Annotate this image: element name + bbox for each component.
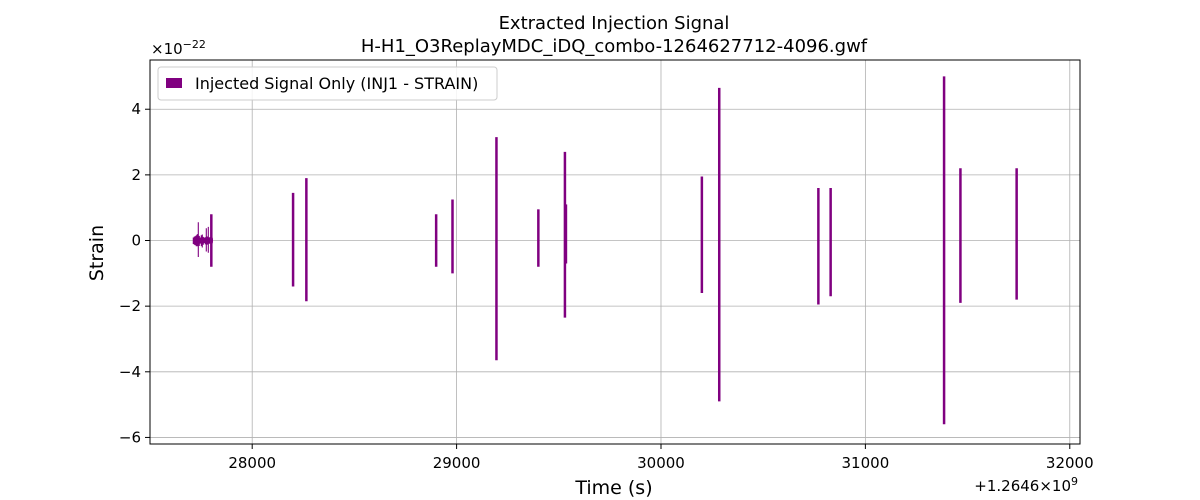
y-scale-base: ×10 xyxy=(151,40,183,58)
x-offset-base: +1.2646×10 xyxy=(974,477,1071,495)
x-tick-label: 30000 xyxy=(637,454,685,472)
plot-background xyxy=(150,60,1080,444)
y-tick-label: −2 xyxy=(119,297,141,315)
y-axis-label: Strain xyxy=(86,225,108,281)
y-scale-label: ×10−22 xyxy=(151,38,206,58)
x-tick-label: 28000 xyxy=(228,454,276,472)
legend-label: Injected Signal Only (INJ1 - STRAIN) xyxy=(195,74,478,93)
legend-box xyxy=(157,66,498,101)
y-tick-label: 2 xyxy=(131,166,141,184)
x-tick-label: 31000 xyxy=(842,454,890,472)
plot-frame xyxy=(149,59,1081,445)
grid xyxy=(150,60,1080,444)
series-layer xyxy=(192,76,1018,425)
y-scale-exponent: −22 xyxy=(183,38,206,51)
y-tick-label: 0 xyxy=(131,232,141,250)
x-axis-label: Time (s) xyxy=(574,477,652,499)
chart-subtitle: H-H1_O3ReplayMDC_iDQ_combo-1264627712-40… xyxy=(361,36,868,57)
legend: Injected Signal Only (INJ1 - STRAIN) xyxy=(157,66,498,101)
x-offset-label: +1.2646×109 xyxy=(974,475,1078,495)
x-tick-label: 32000 xyxy=(1046,454,1094,472)
y-tick-label: 4 xyxy=(131,100,141,118)
y-tick-label: −4 xyxy=(119,363,141,381)
x-ticks: 28000 29000 30000 31000 32000 xyxy=(228,444,1094,472)
chart-title: Extracted Injection Signal xyxy=(499,13,730,34)
y-tick-label: −6 xyxy=(119,428,141,446)
x-tick-label: 29000 xyxy=(433,454,481,472)
legend-swatch xyxy=(166,78,182,88)
x-offset-exponent: 9 xyxy=(1071,475,1078,488)
y-ticks: −6 −4 −2 0 2 4 xyxy=(119,100,150,446)
